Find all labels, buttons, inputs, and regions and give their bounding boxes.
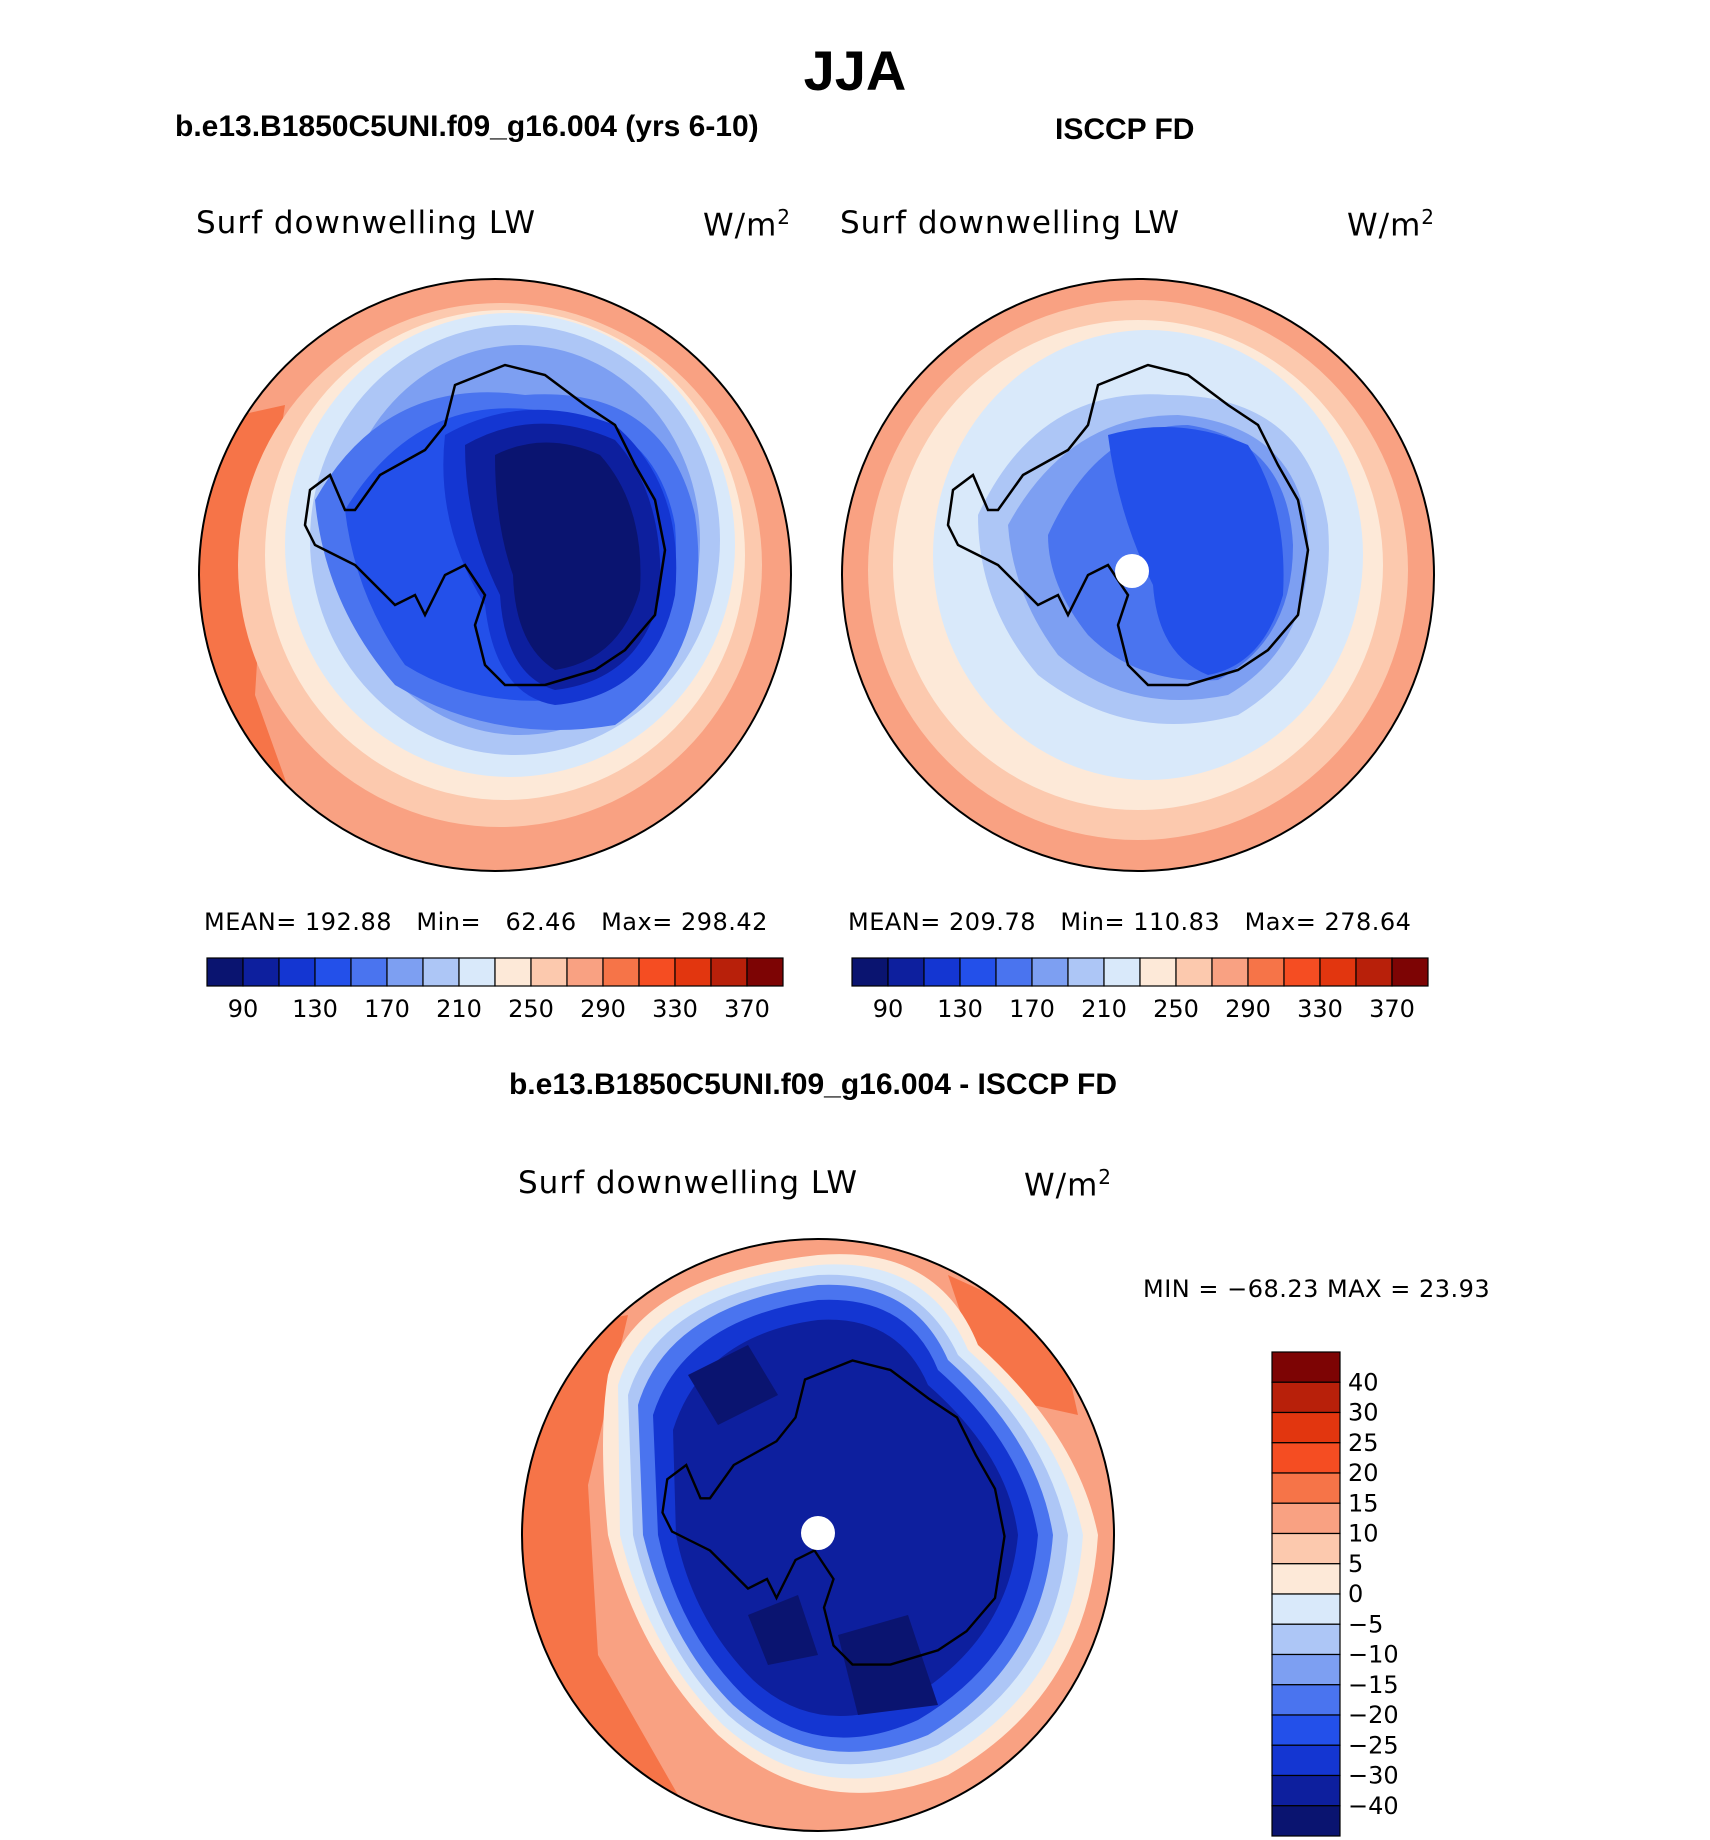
colorbar-model-swatch bbox=[746, 957, 784, 987]
colorbar-diff-swatch bbox=[1271, 1411, 1341, 1444]
units-label-obs: W/m2 bbox=[1347, 205, 1436, 244]
colorbar-model-swatch bbox=[422, 957, 460, 987]
colorbar-diff-swatch bbox=[1271, 1563, 1341, 1595]
colorbar-model-swatch bbox=[710, 957, 748, 987]
panel-title-model: b.e13.B1850C5UNI.f09_g16.004 (yrs 6-10) bbox=[175, 110, 759, 143]
colorbar-obs-swatch bbox=[1247, 957, 1285, 987]
colorbar-obs-tick-label: 130 bbox=[937, 995, 983, 1020]
colorbar-diff-swatch bbox=[1271, 1442, 1341, 1474]
colorbar-obs-tick-label: 90 bbox=[873, 995, 904, 1020]
colorbar-model-tick-label: 170 bbox=[364, 995, 410, 1020]
colorbar-model-swatch bbox=[674, 957, 712, 987]
figure-title: JJA bbox=[803, 39, 907, 102]
colorbar-diff-swatch bbox=[1271, 1774, 1341, 1807]
colorbar-obs-swatch bbox=[1139, 957, 1177, 987]
colorbar-diff-swatch bbox=[1271, 1532, 1341, 1565]
variable-label-obs: Surf downwelling LW bbox=[840, 205, 1181, 241]
colorbar-obs-swatch bbox=[851, 957, 889, 987]
polar-map-obs bbox=[841, 278, 1435, 872]
colorbar-diff-tick-label: −40 bbox=[1348, 1792, 1399, 1820]
stats-model: MEAN= 192.88 Min= 62.46 Max= 298.42 bbox=[204, 908, 768, 936]
units-label-diff: W/m2 bbox=[1024, 1165, 1113, 1204]
colorbar-obs-swatch bbox=[1031, 957, 1069, 987]
variable-label-diff: Surf downwelling LW bbox=[518, 1165, 859, 1201]
polar-map-model bbox=[198, 278, 792, 872]
colorbar-obs-swatch bbox=[1211, 957, 1249, 987]
colorbar-model-swatch bbox=[638, 957, 676, 987]
colorbar-diff-tick-label: 15 bbox=[1348, 1489, 1379, 1517]
colorbar-diff-swatch bbox=[1271, 1653, 1341, 1686]
colorbar-obs-swatch bbox=[959, 957, 997, 987]
colorbar-obs-tick-label: 370 bbox=[1369, 995, 1415, 1020]
colorbar-model-tick-label: 90 bbox=[228, 995, 259, 1020]
variable-label-model: Surf downwelling LW bbox=[196, 205, 537, 241]
colorbar-obs-tick-label: 290 bbox=[1225, 995, 1271, 1020]
colorbar-diff-tick-label: 20 bbox=[1348, 1459, 1379, 1487]
colorbar-diff-tick-label: 25 bbox=[1348, 1429, 1379, 1457]
colorbar-obs-swatch bbox=[1319, 957, 1357, 987]
colorbar-diff-tick-label: −15 bbox=[1348, 1671, 1399, 1699]
colorbar-obs-swatch bbox=[1103, 957, 1141, 987]
colorbar-model-swatch bbox=[494, 957, 532, 987]
colorbar-obs-tick-label: 210 bbox=[1081, 995, 1127, 1020]
stats-diff: MIN = −68.23 MAX = 23.93 bbox=[1143, 1275, 1491, 1303]
colorbar-obs-swatch bbox=[923, 957, 961, 987]
colorbar-model-swatch bbox=[278, 957, 316, 987]
colorbar-model-tick-label: 250 bbox=[508, 995, 554, 1020]
colorbar-obs: 90 130 170 210 250 290 330 370 bbox=[851, 957, 1429, 1020]
colorbar-diff-tick-label: −5 bbox=[1348, 1610, 1383, 1638]
colorbar-obs-tick-label: 170 bbox=[1009, 995, 1055, 1020]
colorbar-diff-tick-label: −20 bbox=[1348, 1701, 1399, 1729]
colorbar-obs-swatch bbox=[1355, 957, 1393, 987]
colorbar-obs-tick-label: 250 bbox=[1153, 995, 1199, 1020]
colorbar-model-tick-label: 130 bbox=[292, 995, 338, 1020]
colorbar-obs-swatch bbox=[995, 957, 1033, 987]
colorbar-model-swatch bbox=[458, 957, 496, 987]
stats-obs: MEAN= 209.78 Min= 110.83 Max= 278.64 bbox=[848, 908, 1412, 936]
colorbar-diff-tick-label: −25 bbox=[1348, 1731, 1399, 1759]
colorbar-obs-swatch bbox=[1391, 957, 1429, 987]
colorbar-model-swatch bbox=[350, 957, 388, 987]
colorbar-diff-swatch bbox=[1271, 1805, 1341, 1837]
colorbar-model-swatch bbox=[566, 957, 604, 987]
colorbar-obs-swatch bbox=[1175, 957, 1213, 987]
colorbar-model-tick-label: 290 bbox=[580, 995, 626, 1020]
colorbar-model-tick-label: 210 bbox=[436, 995, 482, 1020]
colorbar-diff-swatch bbox=[1271, 1351, 1341, 1383]
colorbar-model-swatch bbox=[314, 957, 352, 987]
colorbar-diff-tick-label: 30 bbox=[1348, 1399, 1379, 1427]
colorbar-diff-swatch bbox=[1271, 1623, 1341, 1656]
colorbar-diff-swatch bbox=[1271, 1744, 1341, 1777]
colorbar-obs-swatch bbox=[887, 957, 925, 987]
colorbar-model-swatch bbox=[206, 957, 244, 987]
colorbar-diff-swatch bbox=[1271, 1593, 1341, 1625]
colorbar-diff-tick-label: 40 bbox=[1348, 1368, 1379, 1396]
colorbar-model-swatch bbox=[242, 957, 280, 987]
colorbar-obs-swatch bbox=[1283, 957, 1321, 987]
colorbar-diff-swatch bbox=[1271, 1472, 1341, 1504]
colorbar-diff-swatch bbox=[1271, 1502, 1341, 1535]
panel-title-diff: b.e13.B1850C5UNI.f09_g16.004 - ISCCP FD bbox=[508, 1068, 1118, 1101]
colorbar-diff-swatch bbox=[1271, 1684, 1341, 1716]
colorbar-model-tick-label: 330 bbox=[652, 995, 698, 1020]
colorbar-diff-swatch bbox=[1271, 1714, 1341, 1746]
panel-title-obs: ISCCP FD bbox=[1055, 113, 1195, 146]
colorbar-diff-swatch bbox=[1271, 1381, 1341, 1414]
colorbar-diff-tick-label: 0 bbox=[1348, 1580, 1363, 1608]
colorbar-model-tick-label: 370 bbox=[724, 995, 770, 1020]
colorbar-model-swatch bbox=[602, 957, 640, 987]
colorbar-obs-tick-label: 330 bbox=[1297, 995, 1343, 1020]
polar-map-diff bbox=[521, 1238, 1115, 1832]
colorbar-model: 90 130 170 210 250 290 330 370 bbox=[206, 957, 784, 1020]
colorbar-diff-tick-label: 10 bbox=[1348, 1520, 1379, 1548]
colorbar-diff-tick-label: −10 bbox=[1348, 1641, 1399, 1669]
colorbar-obs-swatch bbox=[1067, 957, 1105, 987]
colorbar-model-swatch bbox=[386, 957, 424, 987]
colorbar-diff-tick-label: 5 bbox=[1348, 1550, 1363, 1578]
colorbar-diff-tick-label: −30 bbox=[1348, 1762, 1399, 1790]
units-label-model: W/m2 bbox=[703, 205, 792, 244]
colorbar-model-swatch bbox=[530, 957, 568, 987]
